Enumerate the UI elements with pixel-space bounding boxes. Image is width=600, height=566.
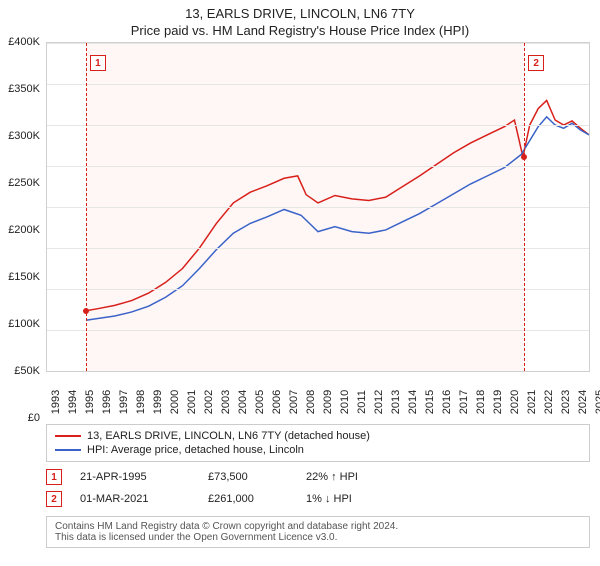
x-axis-tick-label: 2022 xyxy=(539,390,555,414)
sale-marker-label: 2 xyxy=(528,55,544,71)
legend: 13, EARLS DRIVE, LINCOLN, LN6 7TY (detac… xyxy=(46,424,590,462)
x-axis-tick-label: 2025 xyxy=(590,390,600,414)
x-axis-tick-label: 2006 xyxy=(267,390,283,414)
data-attribution: Contains HM Land Registry data © Crown c… xyxy=(46,516,590,548)
sale-detail-row: 1 21-APR-1995 £73,500 22% ↑ HPI xyxy=(46,466,590,488)
x-axis-tick-label: 2013 xyxy=(386,390,402,414)
x-axis-tick-label: 2003 xyxy=(216,390,232,414)
x-axis-tick-label: 1997 xyxy=(114,390,130,414)
gridline xyxy=(47,371,589,372)
y-axis-tick-label: £150K xyxy=(8,271,40,283)
x-axis-tick-label: 2005 xyxy=(250,390,266,414)
gridline xyxy=(47,43,589,44)
x-axis-tick-label: 2011 xyxy=(352,390,368,414)
footer-line: Contains HM Land Registry data © Crown c… xyxy=(55,521,581,532)
x-axis-tick-label: 2010 xyxy=(335,390,351,414)
sale-detail-hpi-delta: 22% ↑ HPI xyxy=(306,471,358,483)
x-axis-tick-label: 2002 xyxy=(199,390,215,414)
x-axis-tick-label: 2001 xyxy=(182,390,198,414)
plot: 12 xyxy=(46,42,590,372)
x-axis-tick-label: 2007 xyxy=(284,390,300,414)
x-axis-tick-label: 2020 xyxy=(505,390,521,414)
legend-item: 13, EARLS DRIVE, LINCOLN, LN6 7TY (detac… xyxy=(55,429,581,443)
sale-marker-line xyxy=(524,43,525,371)
sale-detail-date: 01-MAR-2021 xyxy=(80,493,190,505)
gridline xyxy=(47,84,589,85)
chart-area: 12 £0£50K£100K£150K£200K£250K£300K£350K£… xyxy=(46,42,590,418)
sale-rows: 1 21-APR-1995 £73,500 22% ↑ HPI 2 01-MAR-2021… xyxy=(46,466,590,510)
sale-detail-date: 21-APR-1995 xyxy=(80,471,190,483)
footer-line: This data is licensed under the Open Gov… xyxy=(55,532,581,543)
x-axis-tick-label: 1999 xyxy=(148,390,164,414)
y-axis-tick-label: £350K xyxy=(8,83,40,95)
y-axis-tick-label: £400K xyxy=(8,36,40,48)
sale-marker-dot xyxy=(83,308,89,314)
x-axis-tick-label: 2016 xyxy=(437,390,453,414)
x-axis-tick-label: 1998 xyxy=(131,390,147,414)
gridline xyxy=(47,207,589,208)
x-axis-tick-label: 2023 xyxy=(556,390,572,414)
sale-detail-row: 2 01-MAR-2021 £261,000 1% ↓ HPI xyxy=(46,488,590,510)
sale-marker-dot xyxy=(521,154,527,160)
x-axis-tick-label: 1994 xyxy=(63,390,79,414)
x-axis-tick-label: 2019 xyxy=(488,390,504,414)
sale-detail-price: £73,500 xyxy=(208,471,288,483)
sale-marker-line xyxy=(86,43,87,371)
gridline xyxy=(47,248,589,249)
sale-detail-index: 1 xyxy=(46,469,62,485)
x-axis-tick-label: 2017 xyxy=(454,390,470,414)
y-axis-tick-label: £0 xyxy=(28,412,40,424)
legend-swatch xyxy=(55,449,81,451)
x-axis-tick-label: 2015 xyxy=(420,390,436,414)
gridline xyxy=(47,289,589,290)
legend-item: HPI: Average price, detached house, Linc… xyxy=(55,443,581,457)
sale-marker-label: 1 xyxy=(90,55,106,71)
x-axis-tick-label: 2018 xyxy=(471,390,487,414)
x-axis-tick-label: 2008 xyxy=(301,390,317,414)
chart-title: 13, EARLS DRIVE, LINCOLN, LN6 7TY xyxy=(0,6,600,21)
legend-swatch xyxy=(55,435,81,437)
chart-subtitle: Price paid vs. HM Land Registry's House … xyxy=(0,23,600,38)
legend-label: HPI: Average price, detached house, Linc… xyxy=(87,444,304,456)
gridline xyxy=(47,166,589,167)
gridline xyxy=(47,330,589,331)
x-axis-tick-label: 1993 xyxy=(46,390,62,414)
x-axis-tick-label: 2009 xyxy=(318,390,334,414)
y-axis-tick-label: £200K xyxy=(8,224,40,236)
x-axis-tick-label: 2012 xyxy=(369,390,385,414)
y-axis-tick-label: £50K xyxy=(14,365,40,377)
x-axis-tick-label: 2000 xyxy=(165,390,181,414)
sale-detail-price: £261,000 xyxy=(208,493,288,505)
sale-detail-hpi-delta: 1% ↓ HPI xyxy=(306,493,352,505)
x-axis-tick-label: 2014 xyxy=(403,390,419,414)
gridline xyxy=(47,125,589,126)
y-axis-tick-label: £250K xyxy=(8,177,40,189)
legend-label: 13, EARLS DRIVE, LINCOLN, LN6 7TY (detac… xyxy=(87,430,370,442)
x-axis-tick-label: 2021 xyxy=(522,390,538,414)
series-price_paid xyxy=(86,100,589,310)
x-axis-tick-label: 2004 xyxy=(233,390,249,414)
x-axis-tick-label: 2024 xyxy=(573,390,589,414)
y-axis-tick-label: £100K xyxy=(8,318,40,330)
y-axis-tick-label: £300K xyxy=(8,130,40,142)
x-axis-tick-label: 1996 xyxy=(97,390,113,414)
sale-detail-index: 2 xyxy=(46,491,62,507)
x-axis-tick-label: 1995 xyxy=(80,390,96,414)
